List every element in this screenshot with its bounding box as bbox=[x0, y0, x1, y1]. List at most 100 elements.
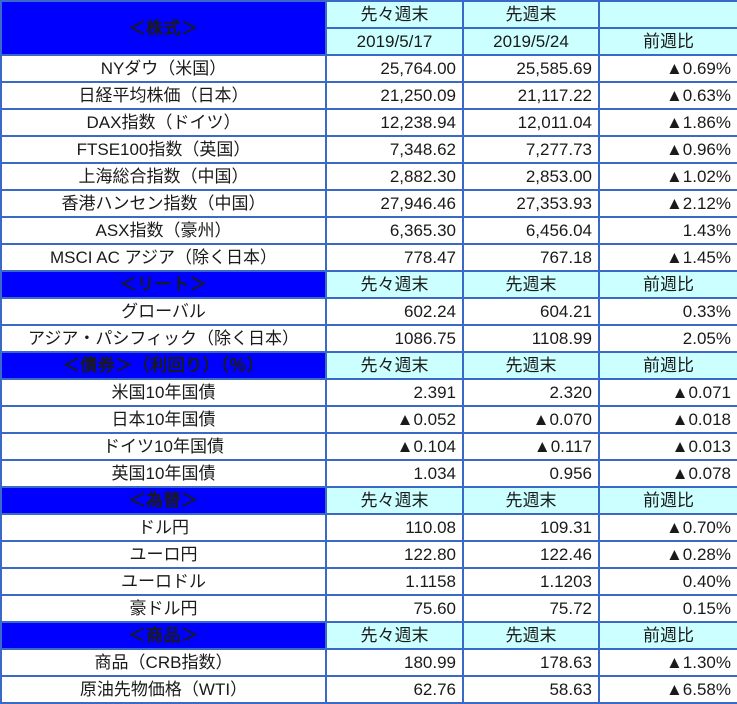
section-title: ＜債券＞（利回り）（％） bbox=[0, 351, 327, 380]
cell-prev-week: 2.320 bbox=[462, 378, 600, 407]
cell-prev-prev-week: ▲0.052 bbox=[325, 405, 464, 434]
row-label: MSCI AC アジア（除く日本） bbox=[0, 243, 327, 272]
row-label: 日本10年国債 bbox=[0, 405, 327, 434]
cell-prev-prev-week: 6,365.30 bbox=[325, 216, 464, 245]
cell-prev-week: 27,353.93 bbox=[462, 189, 600, 218]
cell-prev-week: ▲0.117 bbox=[462, 432, 600, 461]
column-header-prev-week: 先週末 bbox=[462, 270, 600, 299]
row-label: ドル円 bbox=[0, 513, 327, 542]
row-label: 米国10年国債 bbox=[0, 378, 327, 407]
column-header-change: 前週比 bbox=[598, 270, 737, 299]
cell-prev-prev-week: 7,348.62 bbox=[325, 135, 464, 164]
section-date-row: 2019/5/17 2019/5/24 前週比 bbox=[1, 27, 737, 56]
cell-prev-week: 58.63 bbox=[462, 675, 600, 704]
table-row: NYダウ（米国） 25,764.00 25,585.69 ▲0.69% bbox=[0, 54, 737, 83]
table-row: ドイツ10年国債 ▲0.104 ▲0.117 ▲0.013 bbox=[0, 432, 737, 461]
row-label: 日経平均株価（日本） bbox=[0, 81, 327, 110]
table-row: ASX指数（豪州） 6,365.30 6,456.04 1.43% bbox=[0, 216, 737, 245]
cell-prev-week: 0.956 bbox=[462, 459, 600, 488]
row-label: 香港ハンセン指数（中国） bbox=[0, 189, 327, 218]
row-label: ドイツ10年国債 bbox=[0, 432, 327, 461]
column-header-change: 前週比 bbox=[598, 486, 737, 515]
table-row: 商品（CRB指数） 180.99 178.63 ▲1.30% bbox=[0, 648, 737, 677]
table-row: 上海総合指数（中国） 2,882.30 2,853.00 ▲1.02% bbox=[0, 162, 737, 191]
table-row: 日経平均株価（日本） 21,250.09 21,117.22 ▲0.63% bbox=[0, 81, 737, 110]
cell-prev-week: 604.21 bbox=[462, 297, 600, 326]
cell-prev-week: 1.1203 bbox=[462, 567, 600, 596]
column-header-change: 前週比 bbox=[598, 621, 737, 650]
section-title: ＜リート＞ bbox=[0, 270, 327, 299]
column-header-prev-week: 先週末 bbox=[462, 351, 600, 380]
row-label: 原油先物価格（WTI） bbox=[0, 675, 327, 704]
cell-prev-week: 12,011.04 bbox=[462, 108, 600, 137]
cell-change: ▲0.63% bbox=[598, 81, 737, 110]
cell-prev-prev-week: 75.60 bbox=[325, 594, 464, 623]
row-label: NYダウ（米国） bbox=[0, 54, 327, 83]
row-label: 英国10年国債 bbox=[0, 459, 327, 488]
cell-change: 0.33% bbox=[598, 297, 737, 326]
cell-prev-week: 21,117.22 bbox=[462, 81, 600, 110]
column-header-prev-week: 先週末 bbox=[462, 486, 600, 515]
section-title: ＜為替＞ bbox=[0, 486, 327, 515]
cell-prev-week: 178.63 bbox=[462, 648, 600, 677]
column-date-prev-week: 2019/5/24 bbox=[462, 27, 600, 56]
row-label: 商品（CRB指数） bbox=[0, 648, 327, 677]
section-header-row: ＜商品＞ 先々週末 先週末 前週比 bbox=[0, 621, 737, 650]
table-row: アジア・パシフィック（除く日本） 1086.75 1108.99 2.05% bbox=[0, 324, 737, 353]
table-row: DAX指数（ドイツ） 12,238.94 12,011.04 ▲1.86% bbox=[0, 108, 737, 137]
cell-prev-week: 6,456.04 bbox=[462, 216, 600, 245]
section-header-row: ＜株式＞ 先々週末 先週末 bbox=[0, 0, 737, 56]
cell-prev-prev-week: 1.034 bbox=[325, 459, 464, 488]
column-header-prev-week: 先週末 bbox=[462, 621, 600, 650]
table-row: 英国10年国債 1.034 0.956 ▲0.078 bbox=[0, 459, 737, 488]
table-row: ドル円 110.08 109.31 ▲0.70% bbox=[0, 513, 737, 542]
table-row: グローバル 602.24 604.21 0.33% bbox=[0, 297, 737, 326]
column-header-spacer bbox=[598, 0, 737, 29]
cell-prev-prev-week: 778.47 bbox=[325, 243, 464, 272]
row-label: FTSE100指数（英国） bbox=[0, 135, 327, 164]
section-header-row: ＜リート＞ 先々週末 先週末 前週比 bbox=[0, 270, 737, 299]
column-header-prev-prev-week: 先々週末 bbox=[325, 351, 464, 380]
column-header-change: 前週比 bbox=[598, 27, 737, 56]
table-row: 米国10年国債 2.391 2.320 ▲0.071 bbox=[0, 378, 737, 407]
row-label: アジア・パシフィック（除く日本） bbox=[0, 324, 327, 353]
cell-prev-prev-week: 27,946.46 bbox=[325, 189, 464, 218]
cell-prev-week: 7,277.73 bbox=[462, 135, 600, 164]
cell-prev-week: ▲0.070 bbox=[462, 405, 600, 434]
cell-change: ▲0.69% bbox=[598, 54, 737, 83]
row-label: グローバル bbox=[0, 297, 327, 326]
cell-change: 0.15% bbox=[598, 594, 737, 623]
cell-prev-prev-week: 180.99 bbox=[325, 648, 464, 677]
table-row: FTSE100指数（英国） 7,348.62 7,277.73 ▲0.96% bbox=[0, 135, 737, 164]
cell-change: ▲0.70% bbox=[598, 513, 737, 542]
cell-change: ▲1.86% bbox=[598, 108, 737, 137]
cell-prev-week: 122.46 bbox=[462, 540, 600, 569]
column-header-prev-prev-week: 先々週末 bbox=[325, 0, 464, 29]
table-row: 豪ドル円 75.60 75.72 0.15% bbox=[0, 594, 737, 623]
column-header-prev-prev-week: 先々週末 bbox=[325, 621, 464, 650]
table-row: MSCI AC アジア（除く日本） 778.47 767.18 ▲1.45% bbox=[0, 243, 737, 272]
column-header-prev-week: 先週末 bbox=[462, 0, 600, 29]
column-header-change: 前週比 bbox=[598, 351, 737, 380]
cell-prev-week: 75.72 bbox=[462, 594, 600, 623]
cell-change: ▲0.078 bbox=[598, 459, 737, 488]
section-header-row: ＜為替＞ 先々週末 先週末 前週比 bbox=[0, 486, 737, 515]
cell-change: ▲2.12% bbox=[598, 189, 737, 218]
row-label: ユーロ円 bbox=[0, 540, 327, 569]
cell-prev-prev-week: 122.80 bbox=[325, 540, 464, 569]
cell-prev-week: 109.31 bbox=[462, 513, 600, 542]
cell-change: 1.43% bbox=[598, 216, 737, 245]
cell-change: ▲0.018 bbox=[598, 405, 737, 434]
table-row: 原油先物価格（WTI） 62.76 58.63 ▲6.58% bbox=[0, 675, 737, 704]
cell-change: ▲0.013 bbox=[598, 432, 737, 461]
cell-prev-prev-week: 1.1158 bbox=[325, 567, 464, 596]
row-label: DAX指数（ドイツ） bbox=[0, 108, 327, 137]
cell-prev-prev-week: 62.76 bbox=[325, 675, 464, 704]
cell-change: ▲1.30% bbox=[598, 648, 737, 677]
column-header-prev-prev-week: 先々週末 bbox=[325, 270, 464, 299]
cell-change: 2.05% bbox=[598, 324, 737, 353]
section-header-row: ＜債券＞（利回り）（％） 先々週末 先週末 前週比 bbox=[0, 351, 737, 380]
column-date-prev-prev-week: 2019/5/17 bbox=[325, 27, 464, 56]
